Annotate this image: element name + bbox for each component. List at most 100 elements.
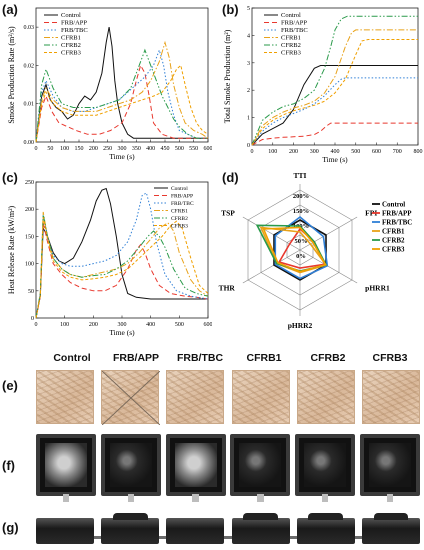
panel-label-g: (g) xyxy=(2,520,19,535)
x-tick-label: 300 xyxy=(118,322,127,328)
radar-ring-label: 0% xyxy=(296,253,306,260)
y-tick-label: 0.00 xyxy=(24,140,35,146)
radar-axis-label: FPI xyxy=(365,208,377,217)
y-axis-label: Heat Release Rate (kW/m²) xyxy=(7,205,16,294)
radar-ring-label: 150% xyxy=(293,208,309,215)
y-tick-label: 2 xyxy=(247,88,250,94)
legend-label: FRB/TBC xyxy=(382,219,412,227)
sample-photo-control xyxy=(36,370,94,424)
x-tick-label: 300 xyxy=(118,146,127,152)
radar-spoke xyxy=(242,249,301,284)
residue-top-frb-tbc xyxy=(165,434,226,502)
legend-label: Control xyxy=(61,12,81,19)
legend-label: CFRB1 xyxy=(171,209,188,215)
chart-b-total-smoke-production: 0 100 200 300 400 500 600 700 800 0 1 2 3 4 5 Time (s) T… xyxy=(223,6,423,164)
legend-label: CFRB1 xyxy=(281,35,301,42)
radar-series xyxy=(273,219,327,281)
y-tick-label: 0 xyxy=(31,316,34,322)
photo-column-title: CFRB2 xyxy=(310,352,346,364)
legend-label: CFRB1 xyxy=(382,228,405,236)
x-tick-label: 500 xyxy=(351,149,360,155)
y-tick-label: 0.03 xyxy=(24,25,35,31)
legend-label: FRB/APP xyxy=(281,20,307,27)
y-tick-label: 4 xyxy=(247,33,250,39)
legend-label: FRB/TBC xyxy=(171,201,194,207)
x-tick-label: 150 xyxy=(75,146,84,152)
panel-label-a: (a) xyxy=(2,2,18,17)
legend-label: FRB/APP xyxy=(61,20,87,27)
panel-label-c: (c) xyxy=(2,170,18,185)
radar-spoke xyxy=(299,249,358,284)
x-tick-label: 0 xyxy=(35,322,38,328)
photo-column-title: CFRB3 xyxy=(372,352,408,364)
x-tick-label: 500 xyxy=(175,322,184,328)
series-line xyxy=(251,29,418,146)
series-line xyxy=(251,39,418,146)
photo-column-title: Control xyxy=(53,352,91,364)
y-axis-label: Smoke Production Rate (m²/s) xyxy=(7,26,16,124)
cross-mark-icon xyxy=(102,371,161,425)
y-tick-label: 150 xyxy=(25,234,34,240)
radar-series xyxy=(262,226,327,273)
sample-photo-frb-app xyxy=(101,370,161,425)
residue-top-control xyxy=(36,434,96,502)
residue-top-cfrb3 xyxy=(359,434,420,502)
support-rod xyxy=(36,536,420,539)
series-line xyxy=(251,122,418,146)
legend-label: CFRB2 xyxy=(171,216,188,222)
x-tick-label: 100 xyxy=(60,146,69,152)
x-tick-label: 500 xyxy=(175,146,184,152)
x-tick-label: 600 xyxy=(204,322,213,328)
series-line xyxy=(35,64,209,143)
x-tick-label: 800 xyxy=(414,149,423,155)
series-line xyxy=(35,27,208,143)
radar-ring-label: 200% xyxy=(293,193,309,200)
legend-label: CFRB2 xyxy=(61,42,81,49)
y-tick-label: 0 xyxy=(247,143,250,149)
x-tick-label: 0 xyxy=(35,146,38,152)
legend-label: Control xyxy=(382,201,405,209)
legend-label: CFRB1 xyxy=(61,35,81,42)
photo-column-title: FRB/TBC xyxy=(176,352,224,364)
legend-label: FRB/APP xyxy=(171,194,193,200)
series-line xyxy=(251,15,418,146)
panel-label-f: (f) xyxy=(2,458,15,473)
series-line xyxy=(35,48,208,143)
residue-side-control xyxy=(36,518,94,544)
legend-label: CFRB2 xyxy=(382,237,405,245)
residue-top-frb-app xyxy=(100,434,161,502)
x-tick-label: 100 xyxy=(60,322,69,328)
x-tick-label: 400 xyxy=(331,149,340,155)
series-line xyxy=(35,48,208,143)
legend-label: Control xyxy=(171,186,188,192)
radar-axis-label: pHRR2 xyxy=(288,321,313,330)
y-tick-label: 250 xyxy=(25,180,34,186)
series-line xyxy=(35,64,208,143)
sample-photo-cfrb2 xyxy=(296,370,355,424)
radar-series xyxy=(259,226,328,274)
residue-side-frb-tbc xyxy=(166,518,225,544)
photo-row-e-samples xyxy=(36,370,420,426)
x-tick-label: 50 xyxy=(47,146,53,152)
x-tick-label: 100 xyxy=(268,149,277,155)
y-tick-label: 0.02 xyxy=(24,63,35,69)
residue-top-cfrb1 xyxy=(230,434,291,502)
y-tick-label: 100 xyxy=(25,262,34,268)
y-tick-label: 0.01 xyxy=(24,102,35,108)
radar-spoke xyxy=(242,216,301,251)
legend-label: FRB/TBC xyxy=(281,27,308,34)
x-axis-label: Time (s) xyxy=(322,155,348,164)
radar-axis-label: THR xyxy=(219,284,236,293)
series-line xyxy=(35,217,209,319)
x-tick-label: 300 xyxy=(310,149,319,155)
x-tick-label: 600 xyxy=(204,146,213,152)
residue-side-frb-app xyxy=(101,513,160,544)
series-line xyxy=(35,222,209,319)
x-tick-label: 400 xyxy=(146,322,155,328)
panel-label-e: (e) xyxy=(2,378,18,393)
photo-row-g-residues-side xyxy=(36,513,420,548)
residue-side-cfrb2 xyxy=(296,513,355,544)
y-tick-label: 200 xyxy=(25,207,34,213)
residue-side-cfrb3 xyxy=(361,513,420,544)
panel-label-b: (b) xyxy=(222,2,239,17)
